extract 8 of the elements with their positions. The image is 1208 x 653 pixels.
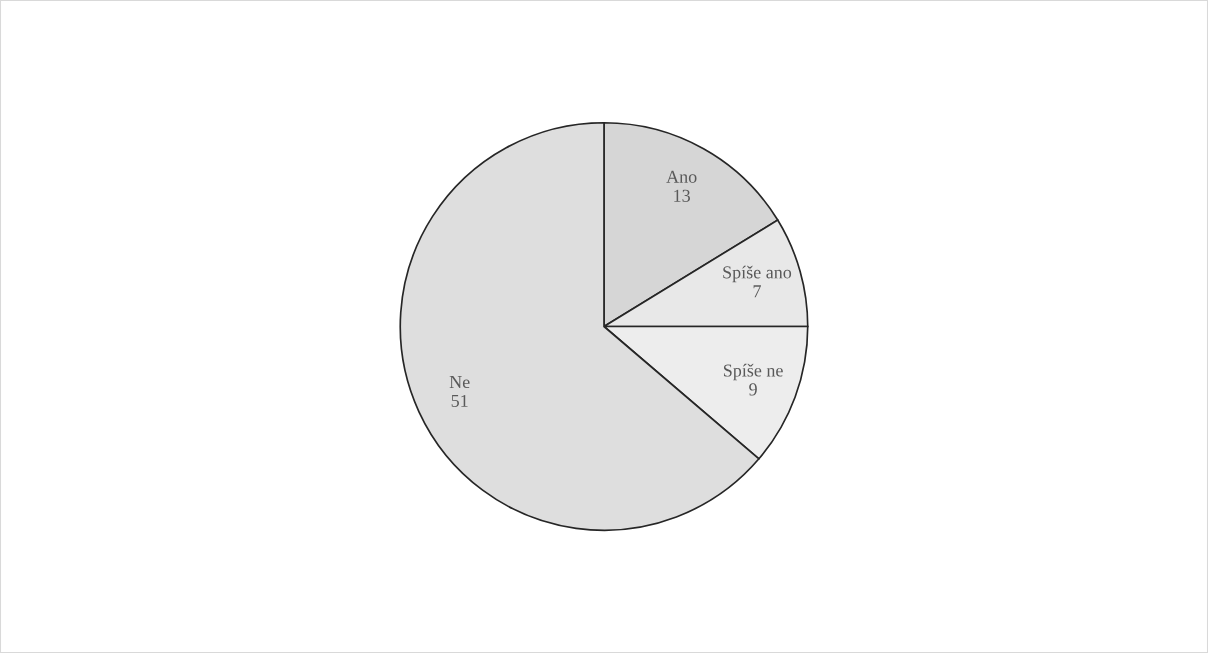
- slice-label: Ano: [666, 170, 697, 183]
- slice-label: Spíše ne: [723, 363, 783, 381]
- data-label: 7: [753, 285, 761, 298]
- slice-label: Spíše ano: [723, 265, 792, 283]
- data-label: 13: [674, 189, 690, 202]
- data-label: 51: [451, 394, 468, 407]
- data-label: 9: [749, 383, 757, 396]
- slice-label: Ne: [449, 376, 470, 389]
